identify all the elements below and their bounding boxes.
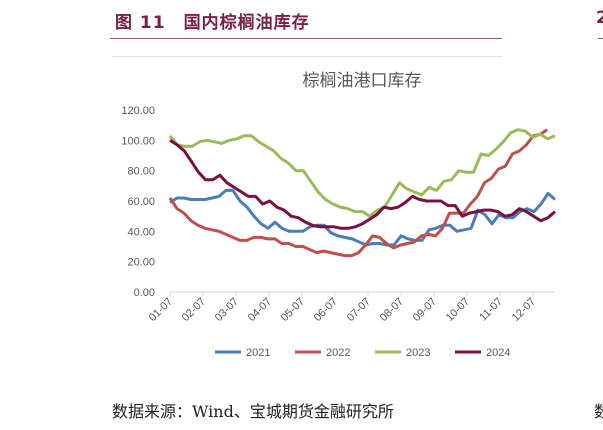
x-tick-label: 03-07 (213, 296, 241, 324)
y-tick-label: 100.00 (121, 135, 155, 147)
figure-title: 图 11 国内棕榈油库存 (115, 13, 310, 33)
series-line-2023 (168, 128, 556, 218)
x-tick-label: 08-07 (378, 296, 406, 324)
x-tick-label: 12-07 (510, 296, 538, 324)
x-tick-label: 10-07 (444, 296, 472, 324)
legend-label: 2024 (486, 347, 510, 359)
legend-label: 2022 (326, 347, 350, 359)
x-tick-label: 06-07 (312, 296, 340, 324)
y-tick-label: 40.00 (127, 226, 155, 238)
y-tick-label: 60.00 (127, 196, 155, 208)
series-line-2021 (169, 188, 556, 247)
x-tick-label: 07-07 (345, 296, 373, 324)
x-tick-label: 05-07 (279, 296, 307, 324)
y-tick-label: 20.00 (127, 257, 155, 269)
cut-off-text: 2 (596, 8, 603, 28)
y-tick-label: 0.00 (134, 287, 155, 299)
chart-title: 棕榈油港口库存 (303, 71, 422, 91)
x-tick-label: 04-07 (246, 296, 274, 324)
x-tick-label: 01-07 (147, 296, 175, 324)
series-line-2022 (168, 128, 549, 258)
cut-off-text-bottom: 数 (594, 402, 603, 421)
title-divider-right (598, 38, 603, 39)
legend-label: 2023 (406, 347, 430, 359)
source-note: 数据来源：Wind、宝城期货金融研究所 (112, 402, 394, 421)
y-tick-label: 80.00 (127, 166, 155, 178)
series-line-2024 (169, 139, 556, 230)
x-tick-label: 11-07 (477, 296, 505, 324)
chart-top-border (112, 56, 502, 57)
x-tick-label: 02-07 (180, 296, 208, 324)
y-tick-label: 120.00 (121, 105, 155, 117)
legend-label: 2021 (246, 347, 270, 359)
title-divider (110, 38, 502, 39)
x-tick-label: 09-07 (411, 296, 439, 324)
